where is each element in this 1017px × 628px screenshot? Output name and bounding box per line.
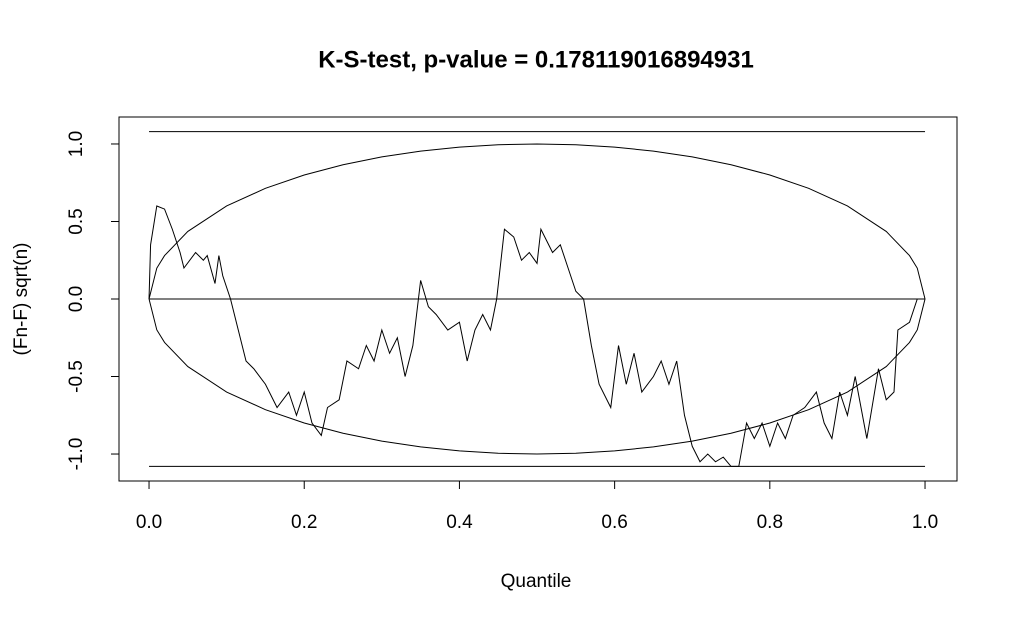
y-axis-label: (Fn-F) sqrt(n) xyxy=(11,243,32,356)
boundary-lower xyxy=(148,298,926,455)
x-tick-label: 0.2 xyxy=(291,512,317,533)
y-tick-label: -0.5 xyxy=(66,360,87,393)
x-tick-label: 0.0 xyxy=(136,512,162,533)
empirical-process-line xyxy=(148,205,926,467)
chart-title: K-S-test, p-value = 0.178119016894931 xyxy=(318,46,754,73)
x-tick-label: 0.8 xyxy=(757,512,783,533)
boundary-upper xyxy=(148,143,926,300)
x-axis-label: Quantile xyxy=(501,571,572,592)
y-tick-label: 0.5 xyxy=(66,208,87,234)
x-tick-label: 0.4 xyxy=(446,512,473,533)
y-tick-label: -1.0 xyxy=(66,438,87,471)
x-tick-label: 0.6 xyxy=(601,512,627,533)
x-tick-label: 1.0 xyxy=(912,512,938,533)
y-tick-label: 1.0 xyxy=(66,131,87,157)
y-tick-label: 0.0 xyxy=(66,286,87,312)
